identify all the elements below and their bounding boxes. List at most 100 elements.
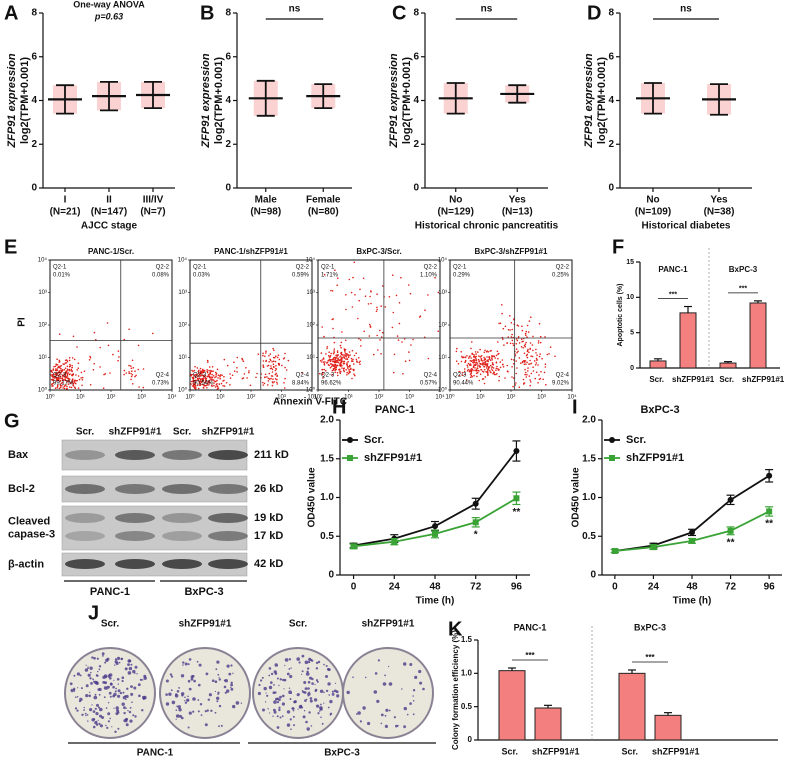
quadrant-name: Q2-4 [556, 373, 570, 379]
event-dot [211, 385, 213, 387]
y-tick-label: 8 [31, 8, 37, 19]
event-dot [343, 370, 346, 373]
event-dot [487, 374, 489, 377]
x-tick-label: 10¹ [476, 395, 485, 401]
event-dot [54, 365, 57, 368]
colony [84, 712, 87, 715]
event-dot [209, 372, 211, 374]
x-tick-label: 48 [429, 582, 441, 593]
event-dot [526, 349, 529, 352]
event-dot [534, 364, 537, 366]
colony [70, 688, 74, 693]
event-dot [206, 382, 209, 385]
colony [268, 667, 272, 670]
event-dot [81, 376, 84, 379]
event-dot [123, 338, 126, 341]
event-dot [456, 347, 458, 350]
event-dot [530, 362, 533, 365]
band [115, 559, 155, 569]
point [689, 537, 695, 544]
event-dot [471, 375, 474, 378]
colony [272, 715, 274, 717]
event-dot [473, 369, 475, 372]
event-dot [336, 350, 339, 352]
colony [409, 663, 413, 666]
colony [301, 670, 304, 673]
colony [175, 714, 180, 718]
event-dot [267, 380, 270, 382]
event-dot [358, 361, 361, 364]
event-dot [264, 373, 267, 376]
event-dot [191, 385, 194, 387]
x-tick-note: (N=21) [50, 207, 81, 218]
point [611, 547, 618, 554]
event-dot [76, 379, 78, 382]
event-dot [342, 367, 345, 370]
event-dot [501, 359, 504, 361]
quadrant-name: Q2-2 [296, 265, 310, 271]
event-dot [206, 359, 209, 362]
event-dot [518, 342, 521, 344]
y-axis-title: ZFP91 expression [388, 53, 400, 148]
event-dot [527, 331, 530, 333]
colony [114, 664, 116, 666]
y-axis-title: ZFP91 expression [583, 53, 595, 148]
event-dot [479, 348, 481, 351]
event-dot [217, 387, 220, 390]
colony [114, 730, 117, 733]
event-dot [206, 370, 209, 373]
colony [220, 724, 223, 727]
colony [142, 679, 144, 681]
event-dot [549, 346, 552, 348]
event-dot [195, 379, 197, 382]
colony [240, 702, 243, 704]
event-dot [128, 328, 130, 331]
event-dot [263, 382, 266, 385]
event-dot [72, 373, 74, 376]
colony [137, 683, 141, 687]
event-dot [522, 378, 525, 381]
colony [364, 676, 367, 679]
colony [307, 695, 309, 697]
colony [302, 715, 306, 719]
colony [384, 674, 386, 677]
event-dot [497, 353, 499, 356]
colony [105, 724, 107, 727]
colony [329, 712, 333, 715]
event-dot [320, 352, 323, 354]
y-axis-title: PI [17, 317, 28, 327]
event-dot [471, 341, 473, 343]
colony [99, 707, 103, 712]
event-dot [469, 360, 472, 362]
colony [123, 711, 126, 715]
colony [116, 656, 121, 661]
colony [292, 715, 295, 718]
y-axis-title: log2(TPM+0.001) [401, 57, 413, 144]
colony [422, 687, 425, 691]
y-tick-label: 10² [306, 323, 315, 329]
event-dot [64, 367, 67, 370]
event-dot [71, 364, 73, 367]
colony [104, 661, 107, 664]
event-dot [512, 359, 515, 361]
y-tick-label: 10⁰ [438, 387, 448, 394]
y-tick-label: 1.0 [461, 668, 473, 677]
event-dot [458, 374, 461, 377]
x-tick-label: 10⁰ [45, 394, 55, 401]
event-dot [301, 372, 303, 374]
colony [95, 682, 99, 685]
colony [276, 726, 280, 729]
colony [288, 658, 292, 661]
colony [85, 714, 87, 717]
event-dot [491, 357, 493, 360]
event-dot [324, 369, 327, 372]
event-dot [472, 361, 474, 364]
y-tick-label: 2.0 [320, 415, 334, 426]
event-dot [491, 354, 493, 357]
colony [214, 680, 218, 683]
event-dot [512, 344, 515, 347]
x-tick-label: 10⁰ [445, 394, 455, 401]
event-dot [539, 341, 542, 344]
event-dot [52, 385, 54, 387]
event-dot [524, 368, 526, 371]
